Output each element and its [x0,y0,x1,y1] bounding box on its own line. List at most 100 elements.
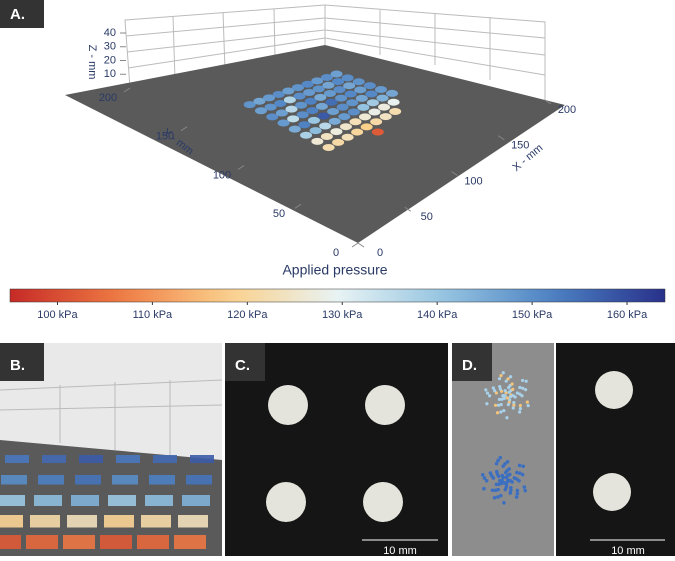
photo-sample [506,377,510,381]
photo-sample [521,386,525,390]
photo-sample [0,495,25,506]
photo-sample [499,410,503,414]
pressure-point [298,121,311,129]
pressure-point [325,98,338,106]
photo-sample [525,400,529,404]
photo-sample [511,387,515,391]
pressure-point [277,119,290,127]
walls [124,4,546,100]
photo-sample [494,469,499,474]
pressure-point [330,128,343,136]
photo-sample [182,495,210,506]
pressure-point [351,128,364,136]
pressure-point [320,73,333,81]
photo-sample [507,467,511,471]
panel-b [0,343,223,556]
scale-bar-label: 10 mm [383,545,417,556]
photo-sample [498,387,503,391]
photo-sample [484,478,489,483]
z-tick-label: 20 [104,54,116,66]
pressure-point [287,115,300,123]
pressure-point [311,137,324,145]
panel-label: D. [462,357,477,374]
photo-sample [494,461,499,466]
photo-sample [520,472,525,477]
photo-sample [503,462,507,466]
colorbar-title: Applied pressure [282,262,387,278]
photo-sample [505,479,510,484]
photo-sample [489,473,494,478]
photo-sample [522,485,527,489]
pressure-point [301,80,314,88]
pressure-point [315,102,328,110]
photo-sample [112,475,138,485]
photo-sample [100,535,132,549]
photo-sample [505,459,510,464]
panel-label-box [0,0,44,28]
photo-sample [491,386,495,390]
pressure-point [371,128,384,136]
pressure-point [328,117,341,125]
pressure-point [330,70,343,78]
photo-sample [517,478,521,483]
photo-sample [526,404,530,408]
pressure-point [354,86,367,94]
pressure-point [341,133,354,141]
photo-sample [0,515,23,528]
photo-sample [108,495,136,506]
photo-sample [505,416,509,420]
pressure-point [319,122,332,130]
photo-sample [514,495,519,499]
photo-sample [508,395,513,399]
photo-sample [493,389,497,393]
pressure-point [346,99,359,107]
photo-sample [503,394,507,398]
pressure-point [295,101,308,109]
y-tick [351,242,359,248]
photo-sample [5,455,29,463]
pressure-point [368,108,381,116]
pressure-point [347,108,360,116]
photo-sample [496,495,500,499]
pressure-point [275,109,288,117]
photo-sample [145,495,173,506]
colorbar [9,288,666,303]
pressure-point [283,96,296,104]
photo-sample [186,475,212,485]
photo-sample [503,388,507,393]
pressure-point [322,144,335,152]
photo-sample [497,377,502,381]
pressure-point [376,94,389,102]
x-tick [357,242,365,248]
pressure-point [335,94,348,102]
panel-label: C. [235,357,250,374]
photo-sample [498,493,503,498]
photo-sample [490,488,495,493]
photo-sample [507,398,512,402]
pressure-point [374,86,387,94]
pressure-point [386,89,399,97]
photo-sample [499,374,503,378]
pressure-point [332,78,345,86]
photo-sample [485,391,490,395]
photo-sample [496,487,501,492]
photo-sample [521,378,525,383]
x-tick-label: 100 [464,175,482,187]
x-tick-label: 0 [377,247,383,259]
pressure-point [343,82,356,90]
photo-sample [503,487,508,492]
panel-label: B. [10,357,25,374]
panel-d [452,343,675,556]
x-tick [497,135,505,141]
photo-sample [488,471,493,475]
photo-sample [71,495,99,506]
photo-sample [523,388,528,392]
photo-sample [42,455,66,463]
pressure-point [344,90,357,98]
photo-sample [496,458,500,463]
x-tick-label: 150 [511,140,529,152]
photo-sample [116,455,140,463]
photo-sample [502,409,506,413]
colorbar-tick-label: 100 kPa [37,309,78,321]
